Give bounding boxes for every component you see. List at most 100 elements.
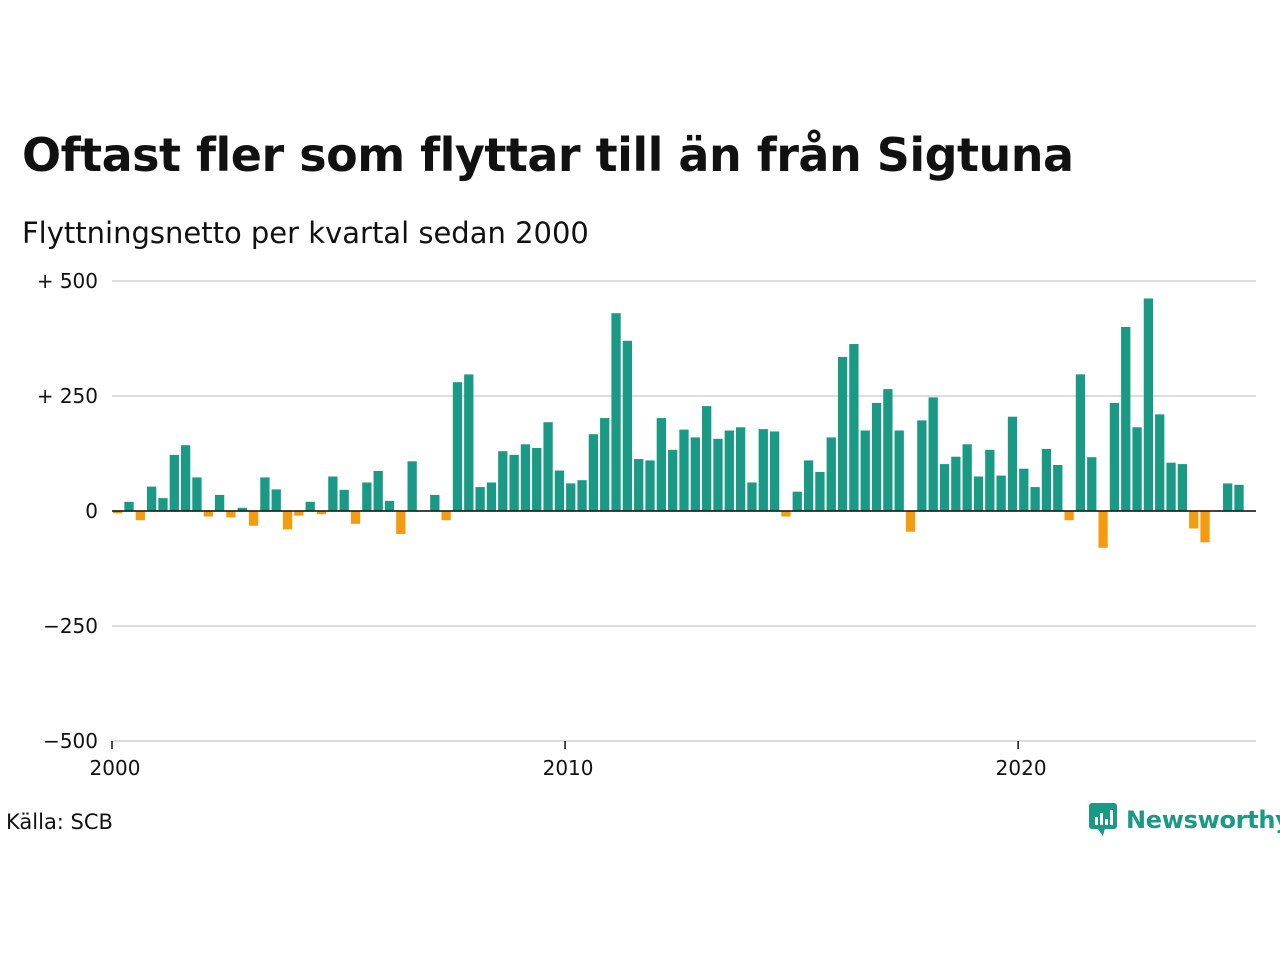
bar: [362, 482, 372, 511]
y-tick-label: −500: [43, 729, 98, 753]
bar: [147, 486, 157, 511]
bar: [294, 511, 304, 516]
bar: [951, 456, 961, 511]
bar: [1143, 298, 1154, 511]
bar: [180, 445, 191, 511]
bar: [656, 418, 666, 511]
bar: [792, 491, 802, 511]
bar: [747, 482, 757, 511]
bar: [1200, 511, 1210, 543]
bar: [566, 483, 576, 511]
bar: [452, 382, 463, 511]
bar: [985, 449, 995, 511]
bar: [690, 437, 700, 511]
bar: [1121, 327, 1131, 511]
bar: [1109, 402, 1120, 511]
bar: [1075, 374, 1086, 511]
bar: [328, 476, 338, 511]
bar: [917, 420, 927, 511]
bar: [509, 454, 519, 511]
bar: [769, 431, 780, 511]
bar: [384, 500, 395, 511]
bar: [939, 464, 950, 511]
y-tick-label: −250: [43, 614, 98, 638]
bar: [758, 429, 768, 511]
bar: [928, 397, 938, 511]
bar: [1087, 457, 1097, 511]
y-tick-label: + 500: [37, 269, 98, 293]
bar: [282, 511, 293, 530]
bar: [962, 444, 972, 511]
bar: [203, 511, 213, 517]
bar: [713, 438, 723, 511]
bars: [113, 298, 1244, 548]
bar: [271, 489, 281, 511]
bar: [905, 511, 916, 532]
bar: [396, 511, 406, 534]
bar: [532, 447, 542, 511]
bar: [668, 449, 678, 511]
bar: [475, 487, 485, 511]
bar: [124, 501, 134, 511]
bar: [339, 489, 349, 511]
bar: [543, 422, 553, 511]
bar: [860, 430, 870, 511]
bar: [1030, 487, 1040, 511]
bar: [826, 437, 836, 511]
x-tick-label: 2010: [543, 756, 594, 780]
bar: [464, 374, 474, 511]
bar: [316, 511, 327, 515]
bar: [645, 460, 655, 511]
brand-logo[interactable]: Newsworthy: [1088, 802, 1280, 838]
chart-title: Oftast fler som flyttar till än från Sig…: [22, 128, 1074, 182]
bar: [237, 507, 247, 511]
bar: [1177, 464, 1188, 511]
bar: [1189, 511, 1199, 529]
bar: [702, 406, 712, 511]
y-axis-ticks: + 500 + 250 0 −250 −500: [37, 269, 98, 753]
bar: [600, 418, 610, 511]
bar: [520, 444, 531, 511]
bar: [1223, 483, 1233, 511]
bar: [803, 460, 814, 511]
bar: [260, 477, 270, 511]
bar: [1041, 448, 1052, 511]
x-tick-label: 2020: [996, 756, 1047, 780]
bar: [973, 476, 984, 511]
chart-subtitle: Flyttningsnetto per kvartal sedan 2000: [22, 216, 589, 250]
bar: [577, 480, 587, 511]
bar: [996, 475, 1006, 511]
bar: [498, 451, 508, 511]
bar: [735, 427, 746, 511]
bar: [815, 471, 825, 511]
bar: [214, 494, 225, 511]
bar: [248, 511, 259, 526]
bar: [679, 429, 689, 511]
bar: [1019, 468, 1029, 511]
bar: [871, 402, 882, 511]
bar: [407, 461, 417, 511]
y-tick-label: + 250: [37, 384, 98, 408]
bar: [441, 511, 451, 521]
bar: [135, 511, 145, 521]
bar: [1007, 416, 1018, 511]
bar: [226, 511, 236, 518]
bar: [1234, 484, 1244, 511]
bar: [113, 511, 123, 514]
bar: [883, 389, 893, 511]
bar: [486, 482, 497, 511]
bar: [1053, 465, 1063, 511]
bar: [1098, 511, 1108, 548]
bar: [849, 344, 859, 511]
bar: [430, 494, 440, 511]
x-tick-label: 2000: [90, 756, 141, 780]
bar: [588, 434, 599, 511]
bar: [724, 430, 734, 511]
bar: [894, 430, 904, 511]
bar: [158, 498, 168, 511]
x-axis-ticks: 2000 2010 2020: [90, 741, 1047, 780]
bar: [837, 356, 848, 511]
y-tick-label: 0: [85, 499, 98, 523]
bar: [611, 313, 621, 511]
